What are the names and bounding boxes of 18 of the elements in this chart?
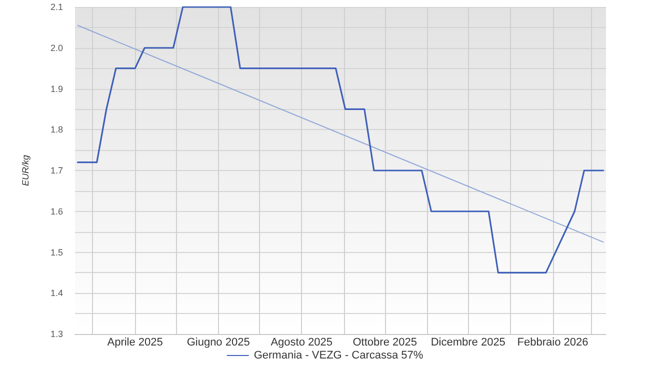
y-tick-label: 1.3 — [50, 329, 63, 339]
y-tick-label: 1.6 — [50, 206, 63, 216]
x-tick-label: Agosto 2025 — [270, 336, 332, 348]
line-series — [76, 6, 604, 274]
x-tick-label: Ottobre 2025 — [352, 336, 417, 348]
y-tick-label: 1.8 — [50, 124, 63, 135]
x-tick-label: Giugno 2025 — [186, 336, 250, 348]
y-tick-label: 1.7 — [50, 166, 63, 176]
y-tick-label: 2.1 — [50, 2, 63, 12]
x-tick-label: Dicembre 2025 — [430, 336, 506, 348]
legend-label: Germania - VEZG - Carcassa 57% — [254, 350, 424, 362]
x-tick-label: Aprile 2025 — [107, 336, 163, 348]
x-tick-label: Febbraio 2026 — [517, 336, 588, 348]
y-tick-label: 1.4 — [50, 288, 63, 298]
y-tick-label: 2.0 — [50, 42, 63, 53]
y-tick-label: 1.5 — [50, 247, 63, 258]
y-axis-title: EUR/kg — [20, 154, 30, 186]
y-tick-label: 1.9 — [50, 84, 63, 94]
